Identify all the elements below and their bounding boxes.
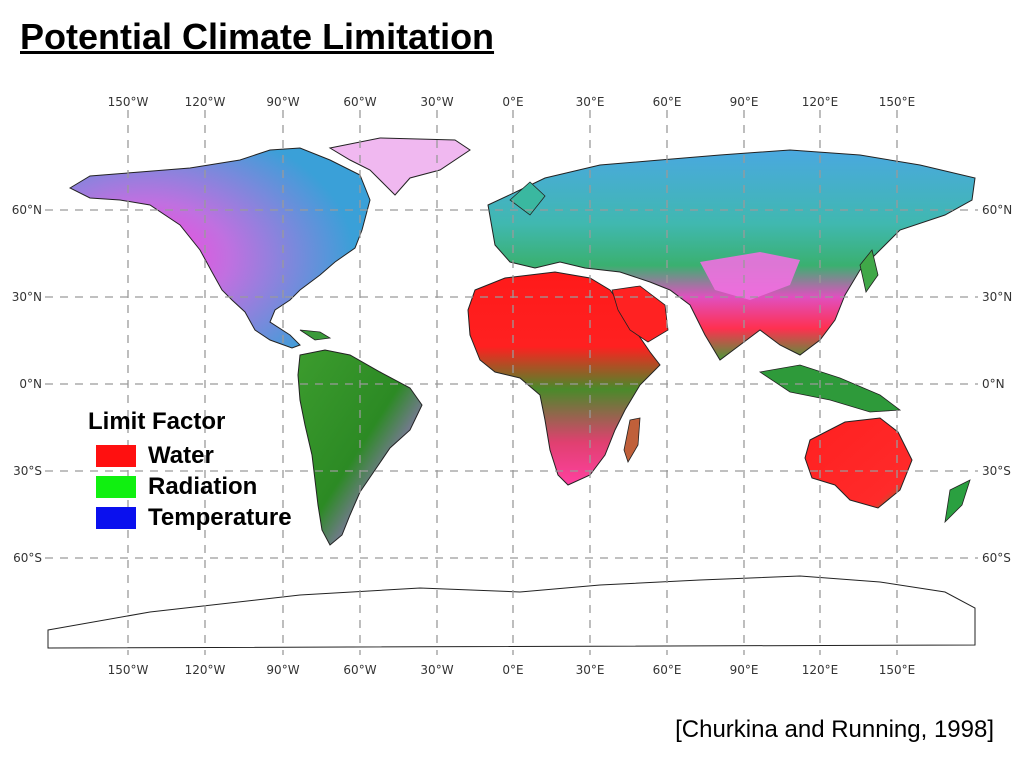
legend-label-temperature: Temperature — [148, 503, 292, 531]
north-america — [68, 147, 371, 349]
longitude-label-top: 120°E — [802, 95, 839, 109]
longitude-label-bottom: 60°W — [343, 663, 376, 677]
slide-title: Potential Climate Limitation — [20, 16, 495, 57]
longitude-label-top: 90°E — [730, 95, 759, 109]
madagascar — [623, 417, 641, 463]
eurasia — [487, 149, 976, 361]
legend-item-radiation: Radiation — [88, 471, 292, 502]
longitude-label-bottom: 30°E — [576, 663, 605, 677]
legend-item-temperature: Temperature — [88, 502, 292, 533]
longitude-label-bottom: 90°E — [730, 663, 759, 677]
latitude-label-right: 60°S — [982, 551, 1011, 565]
graticule — [45, 110, 978, 655]
legend-label-water: Water — [148, 441, 214, 469]
longitude-label-top: 30°W — [420, 95, 453, 109]
latitude-label-right: 30°S — [982, 464, 1011, 478]
legend: Limit Factor Water Radiation Temperature — [88, 408, 292, 533]
latitude-label-right: 30°N — [982, 290, 1012, 304]
australia — [804, 417, 913, 509]
legend-title: Limit Factor — [88, 408, 226, 435]
longitude-label-top: 120°W — [185, 95, 226, 109]
longitude-label-top: 150°W — [108, 95, 149, 109]
longitude-label-bottom: 0°E — [502, 663, 523, 677]
scandinavia — [509, 181, 546, 216]
latitude-label-left: 30°S — [13, 464, 42, 478]
latitude-label-left: 30°N — [12, 290, 42, 304]
latitude-label-left: 60°S — [13, 551, 42, 565]
longitude-label-bottom: 120°W — [185, 663, 226, 677]
longitude-label-top: 30°E — [576, 95, 605, 109]
coordinate-labels: 150°W 150°W 120°W 120°W 90°W 90°W 60°W 60°W 30°W… — [12, 95, 1013, 677]
latitude-label-left: 0°N — [19, 377, 42, 391]
latitude-label-left: 60°N — [12, 203, 42, 217]
caribbean — [299, 329, 332, 341]
radiation-swatch — [96, 475, 136, 498]
longitude-label-bottom: 120°E — [802, 663, 839, 677]
indonesia — [758, 364, 902, 413]
arabia — [611, 285, 669, 343]
tibet-region — [700, 252, 800, 300]
temperature-swatch — [96, 506, 136, 529]
longitude-label-top: 60°W — [343, 95, 376, 109]
longitude-label-top: 150°E — [879, 95, 916, 109]
world-map: 150°W 150°W 120°W 120°W 90°W 90°W 60°W 60°W 30°W… — [12, 95, 1013, 677]
latitude-label-right: 0°N — [982, 377, 1005, 391]
longitude-label-top: 60°E — [653, 95, 682, 109]
greenland — [328, 137, 471, 196]
legend-item-water: Water — [88, 440, 292, 471]
africa — [467, 271, 661, 486]
new-zealand — [944, 479, 971, 524]
water-swatch — [96, 444, 136, 467]
legend-label-radiation: Radiation — [148, 472, 258, 500]
longitude-label-top: 90°W — [266, 95, 299, 109]
longitude-label-bottom: 30°W — [420, 663, 453, 677]
citation: [Churkina and Running, 1998] — [675, 716, 994, 743]
longitude-label-bottom: 150°W — [108, 663, 149, 677]
antarctica — [47, 575, 976, 649]
longitude-label-bottom: 60°E — [653, 663, 682, 677]
latitude-label-right: 60°N — [982, 203, 1012, 217]
japan — [859, 249, 879, 293]
longitude-label-top: 0°E — [502, 95, 523, 109]
longitude-label-bottom: 150°E — [879, 663, 916, 677]
longitude-label-bottom: 90°W — [266, 663, 299, 677]
